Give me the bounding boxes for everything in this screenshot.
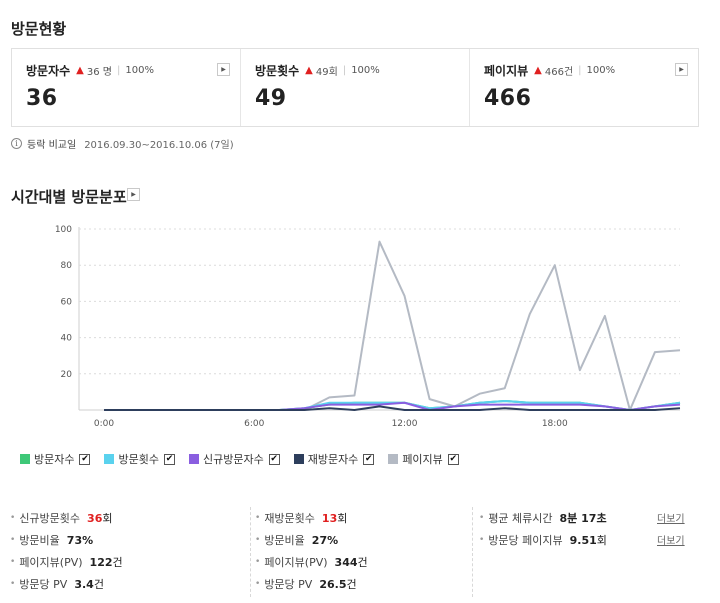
stat-row: • 방문비율 27%	[255, 533, 339, 548]
chart-detail-button[interactable]: ▶	[127, 188, 140, 201]
stat-row: • 재방문횟수 13 회	[255, 511, 348, 526]
legend-checkbox[interactable]: ✔	[79, 453, 91, 465]
legend-checkbox[interactable]: ✔	[363, 453, 375, 465]
stat-row: • 페이지뷰(PV) 344 건	[255, 555, 368, 570]
summary-label: 페이지뷰	[484, 64, 529, 78]
summary-percent: 100%	[351, 65, 380, 76]
bullet-icon: •	[10, 557, 16, 567]
stats-new-visits: • 신규방문횟수 36 회 • 방문비율 73% • 페이지뷰(PV) 122 건 • 방문당 P…	[10, 507, 123, 595]
legend-item-new-visitors[interactable]: 신규방문자수 ✔	[188, 451, 280, 467]
legend-label: 재방문자수	[307, 453, 359, 466]
stat-row: • 방문당 PV 3.4 건	[10, 577, 104, 592]
x-tick-label: 18:00	[542, 419, 568, 429]
series-line	[104, 240, 681, 411]
compare-label: 등락 비교일	[27, 140, 77, 151]
summary-delta: 466건	[544, 67, 574, 78]
bullet-icon: •	[10, 535, 16, 545]
bullet-icon: •	[255, 557, 261, 567]
divider: |	[342, 65, 347, 76]
chart-legend: 방문자수 ✔ 방문횟수 ✔ 신규방문자수 ✔ 재방문자수 ✔ 페이지뷰 ✔	[20, 451, 473, 467]
bullet-icon: •	[255, 513, 261, 523]
legend-swatch	[104, 454, 115, 464]
summary-delta: 49회	[315, 67, 338, 78]
y-tick-label: 60	[61, 297, 73, 307]
bullet-icon: •	[10, 579, 16, 589]
legend-label: 방문자수	[34, 453, 75, 466]
stats-return-visits: • 재방문횟수 13 회 • 방문비율 27% • 페이지뷰(PV) 344 건 • 방문당 PV…	[255, 507, 368, 595]
legend-item-visitors[interactable]: 방문자수 ✔	[20, 451, 91, 467]
summary-label: 방문횟수	[255, 64, 300, 78]
x-tick-label: 12:00	[392, 419, 418, 429]
bullet-icon: •	[10, 513, 16, 523]
legend-item-visits[interactable]: 방문횟수 ✔	[104, 451, 175, 467]
divider: |	[116, 65, 121, 76]
up-arrow-icon: ▲	[76, 65, 84, 76]
stat-row: • 평균 체류시간 8분 17초	[479, 512, 607, 525]
y-tick-label: 20	[61, 370, 73, 380]
legend-label: 방문횟수	[118, 453, 159, 466]
arrow-right-icon: ▶	[131, 191, 136, 198]
summary-delta: 36 명	[86, 67, 112, 78]
summary-value: 466	[484, 86, 532, 111]
detail-button[interactable]: ▶	[217, 63, 230, 76]
bullet-icon: •	[255, 579, 261, 589]
x-tick-label: 0:00	[94, 419, 114, 429]
stat-row: • 방문당 페이지뷰 9.51 회	[479, 533, 607, 548]
compare-period: i 등락 비교일 2016.09.30~2016.10.06 (7일)	[11, 136, 234, 151]
up-arrow-icon: ▲	[305, 65, 313, 76]
legend-checkbox[interactable]: ✔	[163, 453, 175, 465]
summary-value: 36	[26, 86, 58, 111]
info-icon: i	[11, 138, 22, 149]
summary-percent: 100%	[586, 65, 616, 76]
arrow-right-icon: ▶	[221, 66, 226, 73]
compare-range: 2016.09.30~2016.10.06 (7일)	[84, 140, 234, 151]
y-tick-label: 100	[55, 225, 72, 235]
legend-label: 신규방문자수	[202, 453, 264, 466]
column-divider	[472, 507, 473, 597]
more-link-duration[interactable]: 더보기	[657, 514, 685, 525]
legend-swatch	[20, 454, 30, 464]
page-title: 방문현황	[11, 20, 67, 38]
column-divider	[250, 507, 251, 597]
legend-checkbox[interactable]: ✔	[268, 453, 280, 465]
y-tick-label: 80	[61, 261, 73, 271]
legend-swatch	[293, 454, 304, 464]
summary-label: 방문자수	[26, 64, 71, 78]
summary-panel: 방문자수 ▲ 36 명 | 100% 36 ▶ 방문횟수 ▲ 49회 | 100…	[11, 48, 699, 127]
chart-section-title: 시간대별 방문분포	[11, 188, 127, 206]
hourly-visit-chart: 20 40 60 80 100 0:00 6:00 12:00 18:00	[55, 225, 681, 429]
summary-value: 49	[255, 86, 287, 111]
summary-visits: 방문횟수 ▲ 49회 | 100% 49	[241, 49, 470, 126]
legend-item-returning-visitors[interactable]: 재방문자수 ✔	[293, 451, 375, 467]
legend-label: 페이지뷰	[402, 453, 443, 466]
summary-pageviews: 페이지뷰 ▲ 466건 | 100% 466 ▶	[470, 49, 698, 126]
detail-button[interactable]: ▶	[675, 63, 688, 76]
legend-swatch	[388, 454, 399, 464]
legend-item-pageviews[interactable]: 페이지뷰 ✔	[388, 451, 459, 467]
bullet-icon: •	[479, 535, 485, 545]
y-tick-label: 40	[61, 334, 73, 344]
bullet-icon: •	[255, 535, 261, 545]
series-line	[104, 405, 681, 411]
stat-row: • 페이지뷰(PV) 122 건	[10, 555, 123, 570]
more-link-pages-per-visit[interactable]: 더보기	[657, 536, 685, 547]
summary-percent: 100%	[125, 65, 154, 76]
up-arrow-icon: ▲	[534, 65, 542, 76]
legend-swatch	[188, 454, 199, 464]
stats-duration: • 평균 체류시간 8분 17초 • 방문당 페이지뷰 9.51 회	[479, 507, 607, 551]
bullet-icon: •	[479, 513, 485, 523]
x-tick-label: 6:00	[244, 419, 264, 429]
stat-row: • 방문당 PV 26.5 건	[255, 577, 357, 592]
summary-visitors: 방문자수 ▲ 36 명 | 100% 36 ▶	[12, 49, 241, 126]
legend-checkbox[interactable]: ✔	[447, 453, 459, 465]
divider: |	[578, 65, 582, 76]
stat-row: • 신규방문횟수 36 회	[10, 511, 113, 526]
arrow-right-icon: ▶	[679, 66, 684, 73]
stat-row: • 방문비율 73%	[10, 533, 94, 548]
